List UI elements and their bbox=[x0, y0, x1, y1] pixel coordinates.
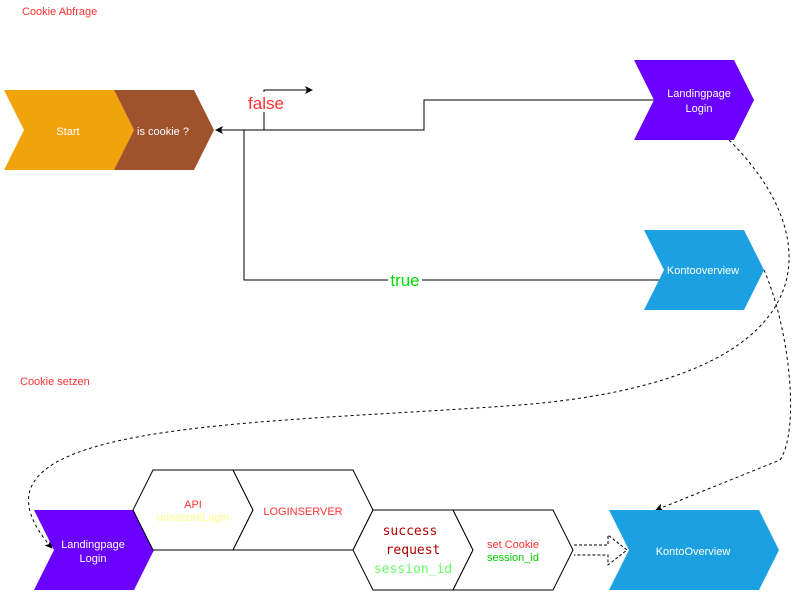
svg-text:KontoOverview: KontoOverview bbox=[656, 546, 731, 558]
true-label: true bbox=[390, 271, 419, 290]
node-api[interactable]: API unsecureLogin bbox=[132, 469, 254, 551]
svg-text:set Cookie: set Cookie bbox=[487, 539, 539, 551]
svg-text:is cookie ?: is cookie ? bbox=[137, 126, 189, 138]
svg-text:unsecureLogin: unsecureLogin bbox=[157, 512, 229, 524]
node-landingpage-login-bottom[interactable]: Landingpage Login bbox=[34, 510, 154, 590]
svg-text:Login: Login bbox=[686, 103, 713, 115]
svg-text:API: API bbox=[184, 499, 202, 511]
section-title-cookie-abfrage: Cookie Abfrage bbox=[22, 6, 97, 18]
node-is-cookie[interactable]: is cookie ? bbox=[114, 90, 214, 170]
edge-landing-to-iscookie bbox=[215, 99, 654, 134]
node-kontooverview-top[interactable]: Kontooverview bbox=[644, 230, 764, 310]
node-kontooverview-bottom[interactable]: KontoOverview bbox=[609, 510, 779, 590]
node-set-cookie[interactable]: set Cookie session_id bbox=[452, 509, 574, 591]
svg-text:session_id: session_id bbox=[487, 552, 539, 564]
svg-text:Landingpage: Landingpage bbox=[61, 539, 125, 551]
svg-text:Kontooverview: Kontooverview bbox=[667, 265, 739, 277]
node-success-request[interactable]: success request session_id bbox=[352, 509, 474, 591]
edge-konto-to-iscookie bbox=[243, 130, 664, 281]
dashed-edge-konto-to-konto bbox=[655, 269, 792, 512]
node-landingpage-login-top[interactable]: Landingpage Login bbox=[634, 60, 754, 140]
svg-text:Login: Login bbox=[80, 553, 107, 565]
false-label: false bbox=[248, 94, 284, 113]
section-title-cookie-setzen: Cookie setzen bbox=[20, 376, 90, 388]
svg-text:success: success bbox=[383, 524, 438, 539]
node-start[interactable]: Start bbox=[4, 90, 134, 170]
dashed-edge-landing-to-landing bbox=[27, 139, 790, 549]
svg-text:request: request bbox=[386, 543, 441, 558]
svg-text:Start: Start bbox=[56, 126, 79, 138]
svg-text:LOGINSERVER: LOGINSERVER bbox=[263, 506, 342, 518]
svg-text:session_id: session_id bbox=[374, 562, 452, 577]
node-loginserver[interactable]: LOGINSERVER bbox=[232, 469, 374, 551]
edge-false bbox=[263, 86, 313, 130]
block-arrow-dashed bbox=[574, 533, 628, 567]
svg-text:Landingpage: Landingpage bbox=[667, 88, 731, 100]
